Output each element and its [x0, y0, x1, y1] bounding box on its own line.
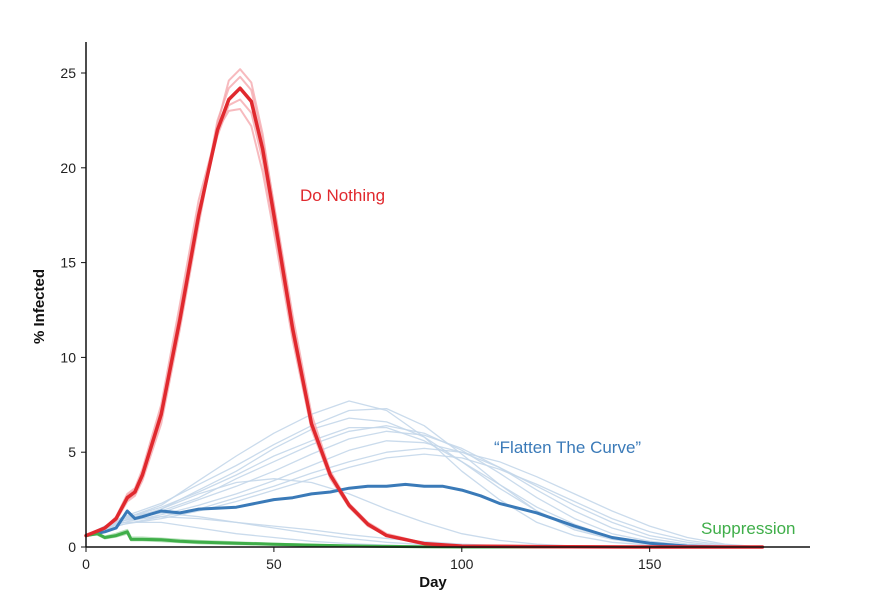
series-label-flatten-the-curve: “Flatten The Curve” — [494, 438, 641, 457]
y-tick-label: 25 — [60, 65, 76, 81]
x-axis-label: Day — [419, 574, 447, 591]
series-line-flatten-the-curve — [84, 482, 764, 549]
x-tick-label: 100 — [450, 556, 474, 572]
ticks: 0 50 100 150 0 5 10 15 20 25 — [60, 65, 661, 572]
ensemble-line-flatten-the-curve — [85, 440, 763, 548]
y-tick-label: 10 — [60, 349, 76, 365]
ensemble-line-flatten-the-curve — [85, 417, 763, 548]
ensemble-line-do-nothing — [85, 108, 763, 548]
y-tick-label: 5 — [68, 444, 76, 460]
ensemble-line-flatten-the-curve — [85, 425, 763, 548]
ensemble-line-do-nothing — [85, 75, 763, 548]
ensemble-line-do-nothing — [85, 68, 763, 548]
y-tick-label: 0 — [68, 539, 76, 555]
x-tick-label: 0 — [82, 556, 90, 572]
y-axis-label: % Infected — [31, 269, 48, 344]
series-label-do-nothing: Do Nothing — [300, 186, 385, 205]
series-label-suppression: Suppression — [701, 519, 796, 538]
ensemble-lines-layer — [85, 68, 763, 548]
ensemble-line-flatten-the-curve — [85, 453, 763, 548]
y-tick-label: 15 — [60, 255, 76, 271]
ensemble-line-flatten-the-curve — [85, 400, 763, 548]
axes — [85, 42, 810, 548]
ensemble-line-flatten-the-curve — [85, 447, 763, 548]
x-tick-label: 150 — [638, 556, 662, 572]
ensemble-line-do-nothing — [85, 98, 763, 548]
y-tick-label: 20 — [60, 160, 76, 176]
ensemble-line-flatten-the-curve — [85, 430, 763, 548]
x-tick-label: 50 — [266, 556, 282, 572]
series-line-do-nothing — [84, 86, 765, 549]
main-lines-layer — [84, 86, 765, 549]
